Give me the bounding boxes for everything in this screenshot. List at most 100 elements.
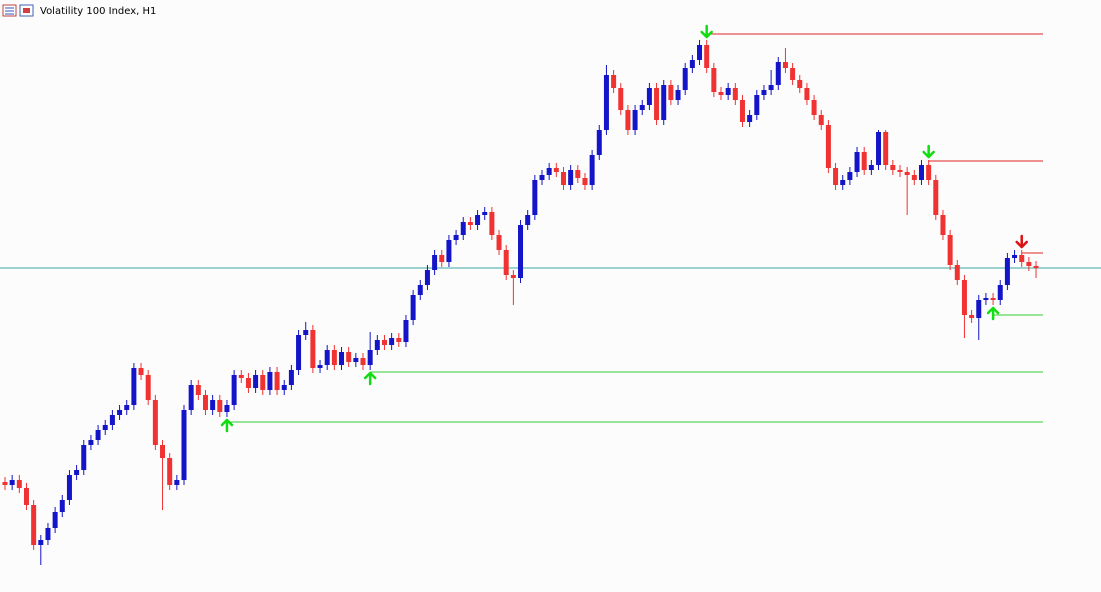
candle-body (639, 105, 645, 110)
candle-body (45, 528, 51, 540)
candle-body (689, 60, 695, 68)
candle-body (947, 235, 953, 265)
candle-body (1004, 258, 1010, 285)
candle-body (625, 110, 631, 130)
candle-body (217, 400, 223, 412)
candle-body (782, 62, 788, 68)
candle-body (840, 180, 846, 185)
candle-body (961, 280, 967, 315)
candle-body (31, 505, 37, 545)
candle-body (253, 375, 259, 388)
candle-body (339, 352, 345, 365)
candle-body (911, 175, 917, 180)
candle-body (539, 175, 545, 180)
candle-body (1033, 266, 1039, 268)
candle-body (389, 338, 395, 345)
candle-body (847, 172, 853, 180)
signal-arrow (220, 418, 234, 433)
candle-body (804, 88, 810, 100)
candle-body (811, 100, 817, 115)
candle-body (145, 375, 151, 400)
signal-arrow (363, 371, 377, 386)
candle-body (38, 540, 44, 545)
candle-body (825, 125, 831, 168)
candle-body (496, 235, 502, 250)
candle-body (453, 235, 459, 240)
candle-body (711, 68, 717, 92)
candle-body (475, 215, 481, 225)
candle-body (661, 85, 667, 120)
candle-body (582, 178, 588, 185)
candle-body (224, 405, 230, 412)
candle-body (66, 475, 72, 500)
candle-body (432, 255, 438, 270)
candle-body (396, 338, 402, 342)
candle-body (632, 110, 638, 130)
candle-body (790, 68, 796, 80)
candle-body (704, 45, 710, 68)
candle-body (74, 470, 80, 475)
candle-body (331, 350, 337, 365)
candle-body (202, 395, 208, 410)
candle-body (546, 168, 552, 175)
candle-body (954, 265, 960, 280)
candle-body (367, 350, 373, 365)
candle-body (467, 222, 473, 225)
candle-body (439, 255, 445, 262)
candle-body (682, 68, 688, 90)
candle-body (274, 372, 280, 390)
candle-body (926, 165, 932, 180)
candle-body (152, 400, 158, 445)
signal-arrow (1015, 234, 1028, 249)
candle-body (768, 85, 774, 90)
candle-body (195, 385, 201, 395)
candle-body (818, 115, 824, 125)
candle-body (310, 330, 316, 368)
candle-body (460, 222, 466, 235)
candle-body (568, 170, 574, 185)
candle-body (181, 410, 187, 480)
candle-body (868, 165, 874, 170)
signal-arrow (986, 306, 1000, 321)
candle-body (668, 85, 674, 100)
candle-body (410, 295, 416, 320)
candle-body (503, 250, 509, 275)
candle-body (81, 445, 87, 470)
candle-body (16, 480, 22, 488)
candle-body (940, 215, 946, 235)
candle-body (296, 335, 302, 370)
candle-body (381, 340, 387, 345)
candle-body (833, 168, 839, 185)
candle-body (990, 298, 996, 300)
candle-body (897, 170, 903, 172)
candle-body (281, 385, 287, 390)
candle-body (654, 88, 660, 120)
candle-body (518, 225, 524, 278)
candle-body (904, 172, 910, 175)
signal-arrow (700, 24, 713, 39)
candle-body (167, 458, 173, 485)
candle-body (553, 168, 559, 172)
candle-body (324, 350, 330, 365)
candle-body (675, 90, 681, 100)
candle-body (2, 482, 8, 485)
candle-body (489, 212, 495, 235)
chart-icon (2, 4, 34, 17)
candle-body (969, 315, 975, 318)
candle-body (697, 45, 703, 60)
candle-body (883, 132, 889, 165)
candle-body (747, 115, 753, 122)
candle-body (510, 275, 516, 278)
candle-body (739, 100, 745, 122)
candle-body (646, 88, 652, 105)
candle-body (88, 440, 94, 445)
candle-body (618, 88, 624, 110)
candle-body (446, 240, 452, 262)
candle-body (160, 445, 166, 458)
signal-arrow (922, 144, 935, 159)
candle-body (603, 75, 609, 130)
candle-body (346, 352, 352, 362)
candle-body (532, 180, 538, 215)
candle-body (918, 165, 924, 180)
candle-body (482, 212, 488, 215)
